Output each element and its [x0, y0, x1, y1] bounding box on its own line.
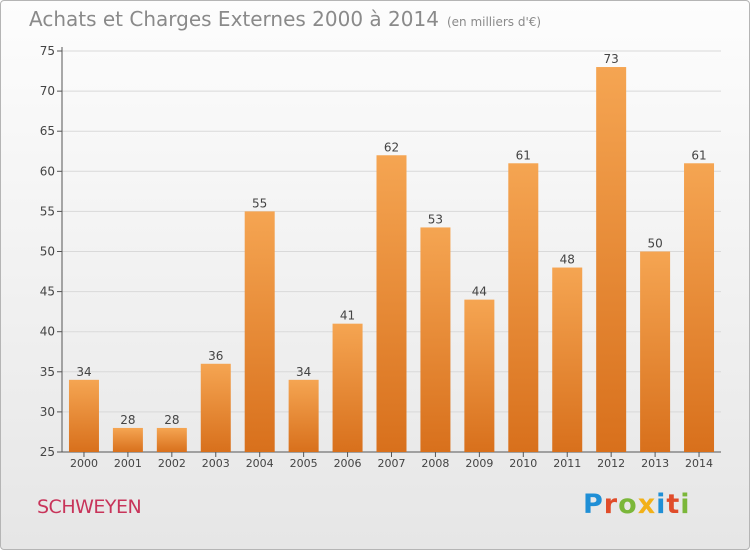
data-label: 36 [208, 349, 223, 363]
bar [332, 323, 363, 452]
bar [200, 363, 231, 452]
bar [112, 427, 143, 452]
data-label: 61 [691, 148, 706, 162]
unit-label: (en milliers d'€) [446, 15, 542, 29]
logo-letter: P [583, 489, 604, 520]
x-tick-label: 2003 [202, 457, 230, 470]
bar [640, 251, 671, 452]
data-label: 55 [252, 196, 267, 210]
x-tick-label: 2011 [553, 457, 581, 470]
bar [596, 67, 627, 452]
data-label: 50 [647, 237, 662, 251]
bar [244, 211, 275, 452]
data-label: 48 [560, 253, 575, 267]
logo-letter: i [656, 489, 667, 520]
data-label: 34 [296, 365, 311, 379]
data-label: 61 [516, 148, 531, 162]
y-tick-label: 50 [40, 245, 55, 259]
x-tick-label: 2012 [597, 457, 625, 470]
bar [420, 227, 451, 452]
chart-title: Achats et Charges Externes 2000 à 2014 (e… [29, 7, 541, 31]
data-label: 53 [428, 212, 443, 226]
proxiti-logo: Proxiti [583, 489, 691, 520]
data-label: 28 [164, 413, 179, 427]
data-label: 62 [384, 140, 399, 154]
bar [552, 267, 583, 452]
x-tick-label: 2004 [246, 457, 274, 470]
x-tick-label: 2013 [641, 457, 669, 470]
bar [288, 379, 319, 452]
logo-letter: i [680, 489, 691, 520]
x-tick-label: 2008 [421, 457, 449, 470]
title-text: Achats et Charges Externes 2000 à 2014 [29, 7, 439, 31]
y-tick-label: 75 [40, 44, 55, 58]
x-tick-label: 2007 [378, 457, 406, 470]
logo-letter: t [666, 489, 681, 520]
x-tick-label: 2002 [158, 457, 186, 470]
data-label: 41 [340, 309, 355, 323]
y-tick-label: 65 [40, 124, 55, 138]
y-tick-label: 55 [40, 204, 55, 218]
bar [684, 163, 715, 452]
bar [464, 299, 495, 452]
x-tick-label: 2006 [334, 457, 362, 470]
x-tick-label: 2014 [685, 457, 713, 470]
y-tick-label: 25 [40, 445, 55, 459]
logo-letter: o [618, 489, 638, 520]
data-label: 34 [76, 365, 91, 379]
bar [156, 427, 187, 452]
x-tick-label: 2001 [114, 457, 142, 470]
y-tick-label: 60 [40, 164, 55, 178]
data-label: 73 [604, 52, 619, 66]
x-tick-label: 2005 [290, 457, 318, 470]
bar [376, 155, 407, 452]
logo-letter: r [603, 489, 619, 520]
y-tick-label: 40 [40, 325, 55, 339]
y-tick-label: 35 [40, 365, 55, 379]
data-label: 44 [472, 285, 487, 299]
y-tick-label: 70 [40, 84, 55, 98]
x-tick-label: 2009 [465, 457, 493, 470]
bar [508, 163, 539, 452]
data-label: 28 [120, 413, 135, 427]
y-tick-label: 45 [40, 285, 55, 299]
x-tick-label: 2010 [509, 457, 537, 470]
city-name: SCHWEYEN [37, 496, 142, 518]
y-tick-label: 30 [40, 405, 55, 419]
bar [68, 379, 99, 452]
logo-letter: x [637, 489, 657, 520]
x-tick-label: 2000 [70, 457, 98, 470]
